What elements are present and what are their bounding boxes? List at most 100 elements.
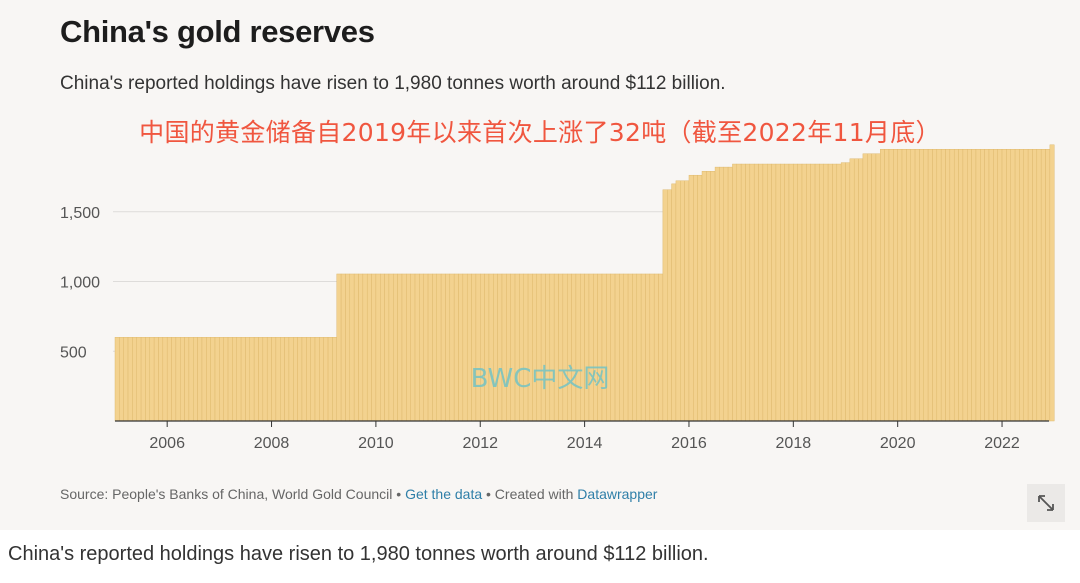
get-data-link[interactable]: Get the data <box>405 486 483 502</box>
image-caption: China's reported holdings have risen to … <box>8 543 709 565</box>
bar <box>588 273 594 422</box>
bar <box>384 273 390 422</box>
bar <box>501 273 507 422</box>
datawrapper-link[interactable]: Datawrapper <box>577 486 658 502</box>
bar <box>401 273 407 422</box>
bar <box>545 273 551 422</box>
bar <box>540 273 546 422</box>
chart-title: China's gold reserves <box>60 14 375 49</box>
x-tick-label: 2008 <box>254 435 290 452</box>
created-with-text: • Created with <box>486 486 574 502</box>
bar <box>336 273 342 422</box>
bar <box>532 273 538 422</box>
bar <box>497 273 503 422</box>
bar <box>623 273 629 422</box>
bar <box>445 273 451 422</box>
chinese-annotation: 中国的黄金储备自2019年以来首次上涨了32吨（截至2022年11月底） <box>139 118 941 147</box>
bar <box>471 273 477 422</box>
bar <box>510 273 516 422</box>
y-tick-label: 500 <box>60 344 87 361</box>
bar <box>358 273 364 422</box>
bar <box>658 273 664 422</box>
bar <box>419 273 424 422</box>
bar <box>566 273 572 422</box>
y-tick-label: 1,000 <box>60 275 100 292</box>
source-text: Source: People's Banks of China, World G… <box>60 486 393 502</box>
bar <box>562 273 568 422</box>
bar <box>480 273 485 422</box>
chart-card: China's gold reserves China's reported h… <box>0 0 1080 530</box>
bar <box>632 273 638 422</box>
bar <box>636 273 642 422</box>
bar <box>597 273 603 422</box>
bar <box>653 273 659 422</box>
bar <box>380 273 385 422</box>
bar <box>558 273 564 422</box>
bar <box>353 273 359 422</box>
bar <box>397 273 403 422</box>
bar <box>475 273 481 422</box>
bar <box>527 273 533 422</box>
chart-subtitle: China's reported holdings have risen to … <box>60 73 726 94</box>
bar <box>362 273 368 422</box>
bar <box>506 273 511 422</box>
bar <box>549 273 555 422</box>
x-tick-label: 2016 <box>671 435 707 452</box>
bar <box>514 273 520 422</box>
x-tick-label: 2022 <box>984 435 1020 452</box>
source-separator: • <box>396 486 402 502</box>
x-tick-label: 2014 <box>567 435 603 452</box>
bar <box>580 273 585 422</box>
bar <box>423 273 429 422</box>
x-tick-label: 2020 <box>880 435 916 452</box>
bar <box>462 273 468 422</box>
bar <box>519 273 524 422</box>
bar <box>414 273 420 422</box>
bar <box>427 273 433 422</box>
bar <box>645 273 651 422</box>
x-tick-label: 2010 <box>358 435 394 452</box>
bar <box>371 273 377 422</box>
bar <box>436 273 442 422</box>
bar <box>340 273 346 422</box>
bar <box>1049 144 1055 422</box>
y-tick-label: 1,500 <box>60 205 100 222</box>
bar <box>375 273 381 422</box>
bar <box>584 273 590 422</box>
bar <box>432 273 437 422</box>
bar <box>440 273 446 422</box>
bar <box>493 273 498 422</box>
bar <box>458 273 464 422</box>
bar <box>649 273 655 422</box>
bar <box>553 273 559 422</box>
bar <box>345 273 351 422</box>
bar <box>575 273 581 422</box>
bar <box>601 273 607 422</box>
x-tick-label: 2018 <box>776 435 812 452</box>
bar <box>466 273 472 422</box>
x-tick-label: 2006 <box>149 435 185 452</box>
bar <box>536 273 542 422</box>
watermark: BWC中文网 <box>470 364 610 394</box>
bar <box>388 273 394 422</box>
bar <box>449 273 455 422</box>
bar <box>571 273 577 422</box>
bar <box>453 273 459 422</box>
gold-reserves-chart: 500 1,000 1,500 2006 2008 2010 2012 2014 2016 20… <box>60 144 1055 452</box>
bar <box>393 273 398 422</box>
bar <box>606 273 611 422</box>
expand-diagonal-icon <box>1038 495 1054 511</box>
bar <box>410 273 416 422</box>
x-tick-label: 2012 <box>462 435 498 452</box>
bar <box>488 273 494 422</box>
bar <box>627 273 633 422</box>
bar <box>640 273 646 422</box>
bar <box>484 273 490 422</box>
bar <box>349 273 355 422</box>
bar <box>366 273 372 422</box>
bar <box>614 273 620 422</box>
source-line: Source: People's Banks of China, World G… <box>60 486 657 502</box>
bar <box>593 273 598 422</box>
bar <box>523 273 529 422</box>
expand-button[interactable] <box>1027 484 1065 522</box>
